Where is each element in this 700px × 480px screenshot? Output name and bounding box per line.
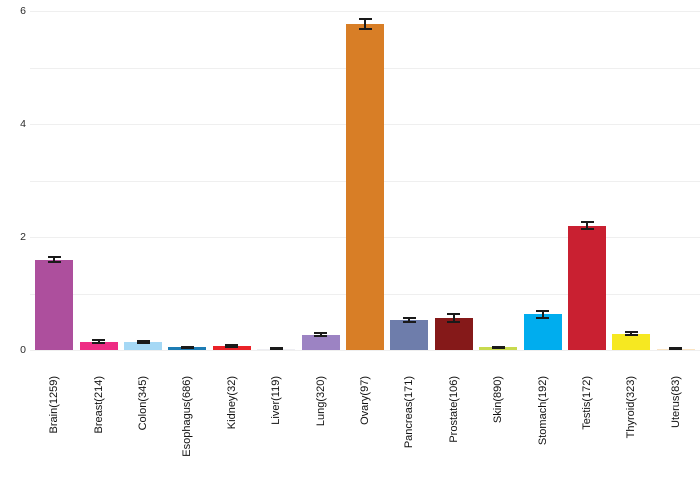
x-tick-label: Esophagus(686) (181, 376, 194, 457)
gridline (30, 11, 700, 12)
error-bar-cap (314, 332, 328, 335)
error-bar (364, 18, 366, 30)
error-bar-cap (624, 330, 638, 333)
x-tick-label: Prostate(106) (447, 376, 460, 443)
x-tick-label: Stomach(192) (536, 376, 549, 446)
error-bar-cap (447, 313, 461, 316)
error-bar-cap (358, 28, 372, 31)
error-bar-cap (536, 316, 550, 319)
error-bar-cap (47, 255, 61, 258)
x-tick-label: Liver(119) (270, 376, 283, 425)
error-bar-cap (536, 310, 550, 312)
x-tick-label: Testis(172) (581, 376, 593, 430)
y-tick-label: 6 (20, 5, 26, 17)
error-bar-cap (92, 339, 106, 342)
error-bar-cap (491, 345, 505, 348)
error-bar-cap (225, 343, 239, 346)
bar (390, 320, 429, 350)
x-tick-label: Skin(890) (492, 376, 505, 424)
x-tick-label: Thyroid(323) (625, 376, 638, 439)
x-tick-label: Breast(214) (92, 376, 105, 434)
error-bar-cap (402, 321, 416, 324)
error-bar-cap (358, 17, 372, 20)
error-bar-cap (180, 345, 194, 348)
x-tick-label: Ovary(97) (359, 376, 371, 425)
error-bar-cap (136, 339, 150, 342)
error-bar-cap (447, 321, 461, 324)
bar (568, 225, 606, 350)
error-bar-cap (669, 348, 683, 350)
error-bar-cap (225, 346, 239, 349)
error-bar (97, 340, 100, 343)
error-bar (541, 311, 544, 318)
error-bar-cap (47, 261, 61, 264)
error-bar (319, 333, 322, 337)
bar (434, 318, 473, 350)
y-tick-label: 4 (20, 118, 26, 130)
error-bar-cap (624, 334, 638, 337)
error-bar-cap (136, 342, 150, 345)
x-tick-label: Lung(320) (314, 376, 327, 427)
error-bar (53, 256, 56, 263)
y-tick-label: 0 (20, 344, 26, 356)
x-tick-label: Uterus(83) (669, 376, 682, 428)
x-tick-label: Colon(345) (137, 376, 149, 431)
bar (35, 259, 74, 350)
bar (79, 341, 118, 350)
bar (124, 342, 162, 350)
error-bar (408, 317, 411, 323)
error-bar-cap (580, 221, 594, 224)
error-bar (630, 331, 633, 336)
bar (523, 314, 562, 350)
error-bar-cap (92, 341, 106, 344)
error-bar-cap (269, 348, 283, 350)
error-bar-cap (314, 335, 328, 338)
error-bar-cap (491, 346, 505, 349)
bar (346, 23, 384, 350)
bar (612, 333, 651, 350)
error-bar (230, 344, 233, 348)
error-bar (452, 314, 455, 323)
error-bar-cap (180, 346, 194, 349)
error-bar-cap (580, 228, 594, 231)
gridline (30, 350, 700, 351)
x-tick-label: Pancreas(171) (403, 376, 416, 449)
x-tick-label: Brain(1259) (48, 376, 61, 434)
bar (301, 334, 340, 350)
x-tick-label: Kidney(32) (225, 376, 238, 430)
error-bar-cap (402, 316, 416, 319)
error-bar (586, 222, 588, 230)
y-tick-label: 2 (20, 231, 26, 243)
error-bar (142, 340, 144, 344)
